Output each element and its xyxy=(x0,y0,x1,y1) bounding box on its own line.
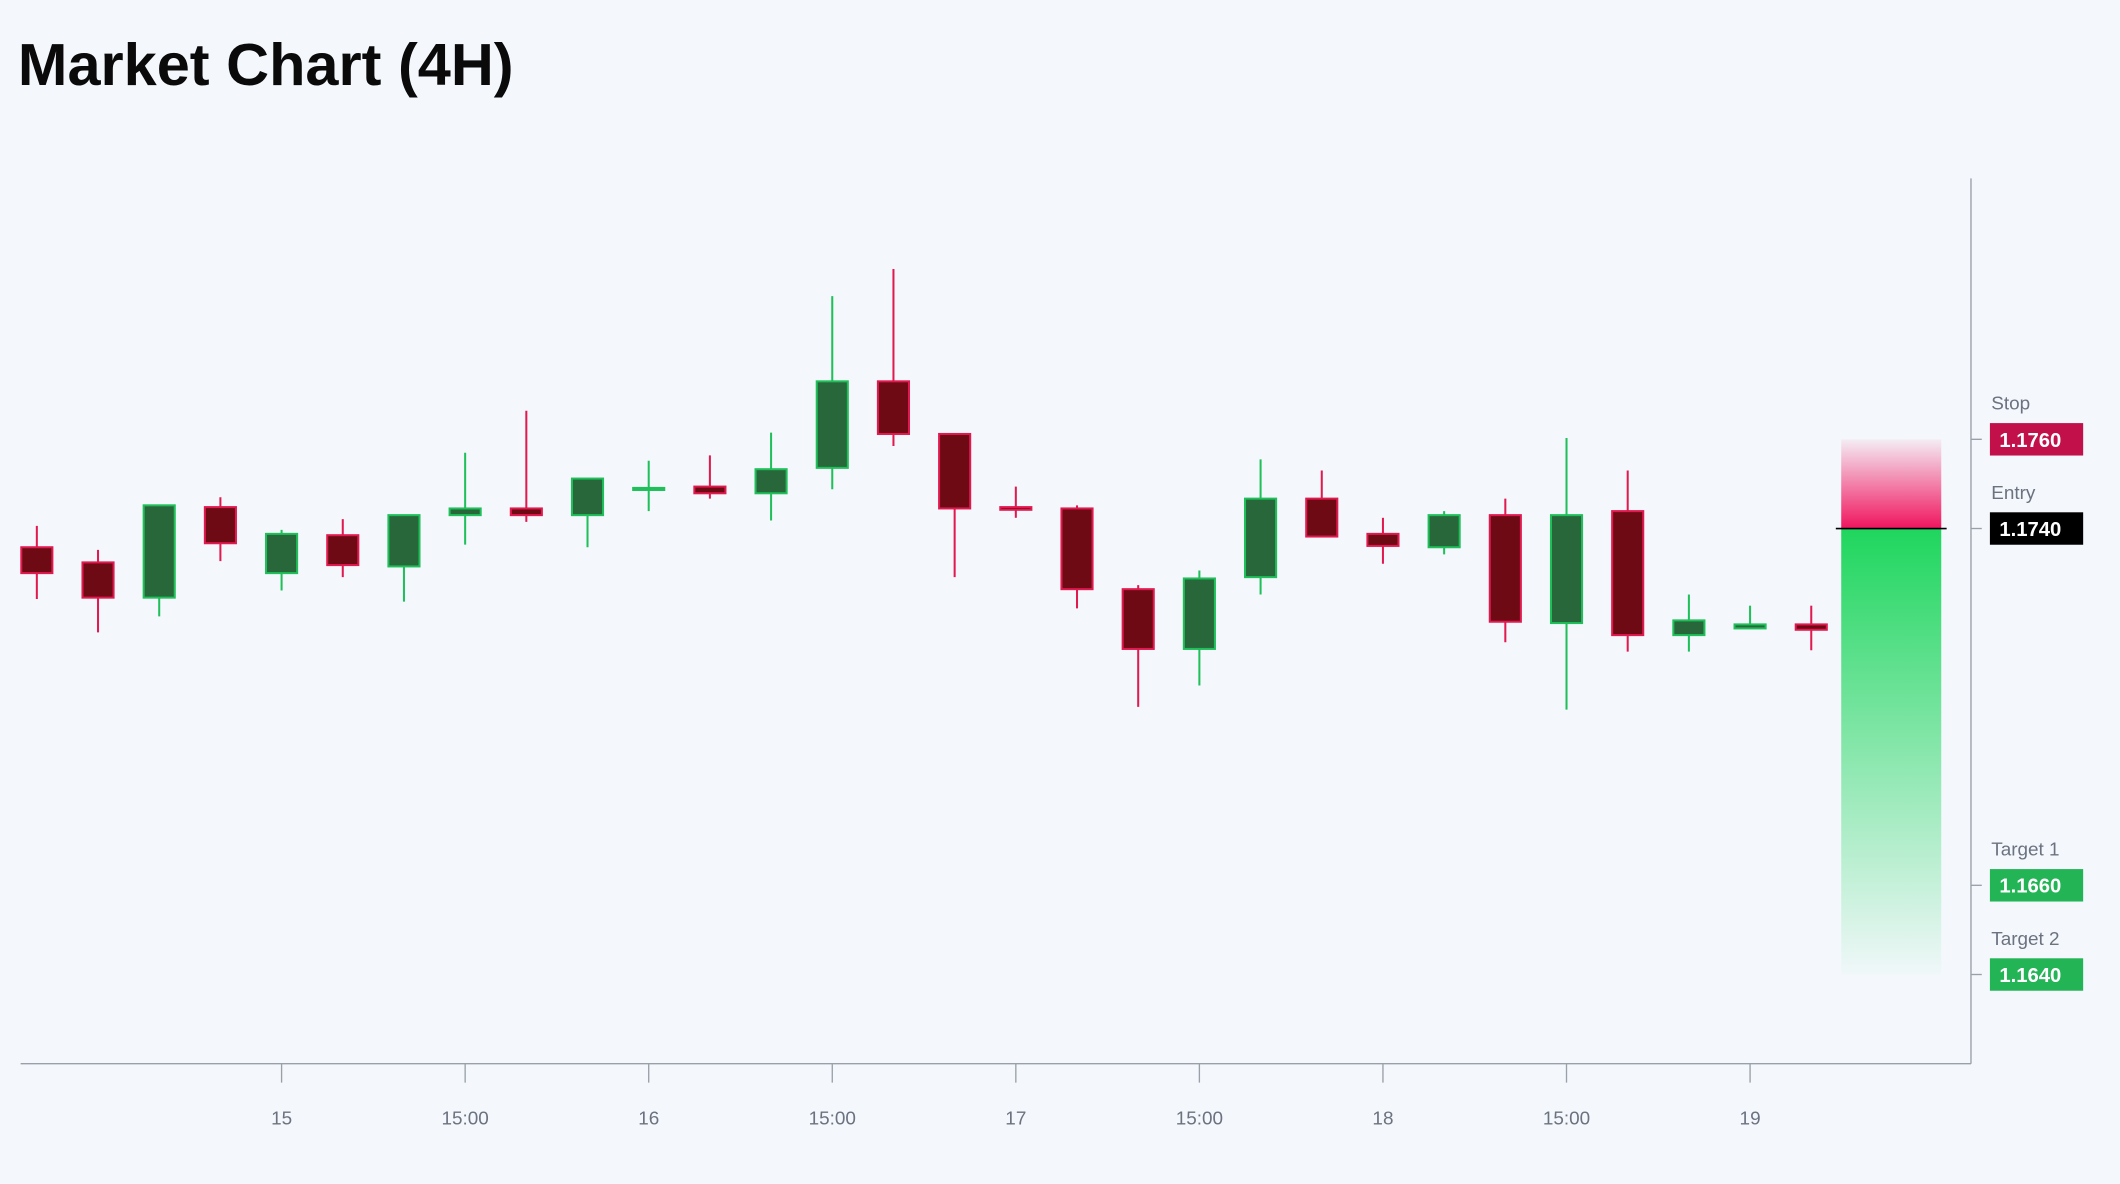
candle-body xyxy=(1794,623,1828,631)
candle-body xyxy=(876,380,911,435)
level-label: 1.1740 xyxy=(1999,519,2061,541)
candle-body xyxy=(1182,577,1216,650)
candle-body xyxy=(1305,497,1339,538)
candle-body xyxy=(999,506,1033,511)
level-name: Stop xyxy=(1991,394,2030,415)
level-label: 1.1760 xyxy=(1999,430,2061,452)
x-tick-label: 16 xyxy=(638,1109,659,1130)
chart-title: Market Chart (4H) xyxy=(18,31,514,98)
candle-body xyxy=(20,546,54,575)
level-label: 1.1640 xyxy=(1999,965,2061,987)
level-name: Target 2 xyxy=(1991,929,2059,950)
x-tick-label: 17 xyxy=(1005,1109,1026,1130)
x-tick-label: 15:00 xyxy=(441,1109,488,1130)
candle-body xyxy=(1427,514,1461,549)
candle-body xyxy=(754,468,788,495)
candle-body xyxy=(938,432,972,510)
x-tick-label: 19 xyxy=(1740,1109,1761,1130)
target-zone xyxy=(1841,528,1942,975)
level-badge xyxy=(1989,423,2084,456)
level-badge xyxy=(1989,958,2084,991)
level-badge xyxy=(1989,869,2084,902)
candle-body xyxy=(326,534,360,567)
stop-zone xyxy=(1841,439,1942,529)
x-tick-label: 18 xyxy=(1372,1109,1393,1130)
x-tick-label: 15:00 xyxy=(809,1109,856,1130)
candle-body xyxy=(203,506,237,545)
candle-body xyxy=(815,380,849,469)
candle-body xyxy=(387,514,421,568)
x-tick-label: 15:00 xyxy=(1543,1109,1590,1130)
level-badge xyxy=(1989,512,2084,545)
candle-body xyxy=(693,485,727,495)
candle-body xyxy=(1366,532,1400,547)
candle-body xyxy=(448,507,482,517)
candle-body xyxy=(265,532,299,575)
candle-body xyxy=(632,486,666,491)
candle-body xyxy=(1060,507,1094,591)
candle-body xyxy=(1672,619,1706,637)
candle-body xyxy=(509,507,543,517)
candle-body xyxy=(1549,514,1584,625)
level-label: 1.1660 xyxy=(1999,876,2061,898)
x-tick-label: 15 xyxy=(271,1109,292,1130)
candle-body xyxy=(142,504,176,599)
candle-body xyxy=(1611,510,1645,637)
candle-body xyxy=(1244,497,1278,579)
candle-body xyxy=(570,477,605,517)
level-name: Target 1 xyxy=(1991,840,2059,861)
x-tick-label: 15:00 xyxy=(1176,1109,1223,1130)
level-name: Entry xyxy=(1991,483,2036,504)
candle-body xyxy=(81,561,115,599)
candle-body xyxy=(1488,514,1522,623)
candle-body xyxy=(1121,588,1155,650)
candle-body xyxy=(1733,623,1767,630)
